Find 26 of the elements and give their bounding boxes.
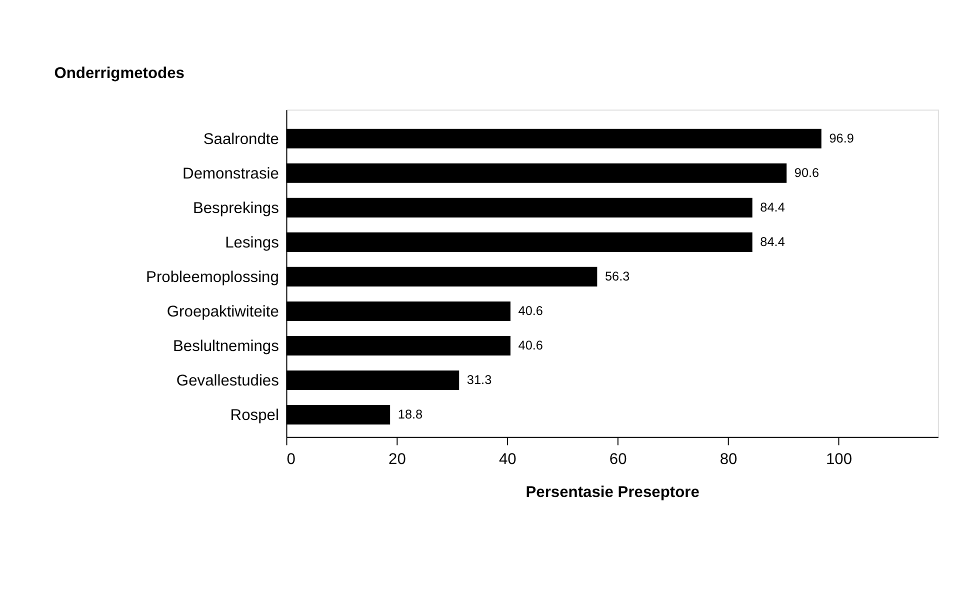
y-tick-label: Beslultnemings	[172, 338, 280, 356]
data-label: 56.3	[604, 270, 630, 284]
data-label: 96.9	[829, 132, 854, 146]
y-tick-label: Besprekings	[192, 200, 280, 218]
data-label: 84.4	[760, 200, 785, 215]
x-tick-label: 100	[826, 450, 852, 468]
y-tick-label: Rospel	[230, 407, 279, 424]
x-tick-label: 40	[498, 450, 517, 468]
data-label: 31.3	[466, 373, 492, 388]
data-label: 40.6	[518, 304, 543, 318]
data-label: 40.6	[518, 338, 543, 353]
data-label: 18.8	[398, 408, 423, 422]
y-tick-label: Gevallestudies	[176, 372, 280, 390]
data-label: 84.4	[760, 235, 785, 250]
y-tick-label: Groepaktiwiteite	[166, 304, 279, 321]
y-axis-title: Onderrigmetodes	[54, 64, 185, 82]
x-tick-label: 80	[720, 450, 738, 468]
x-tick-label: 20	[388, 450, 406, 468]
y-tick-label: Lesings	[225, 234, 280, 252]
y-tick-label: Probleemoplossing	[146, 269, 279, 286]
x-axis-title: Persentasie Preseptore	[526, 484, 700, 501]
y-tick-label: Demonstrasie	[182, 166, 279, 183]
x-tick-label: 60	[609, 450, 628, 468]
y-tick-label: Saalrondte	[203, 131, 279, 148]
x-tick-label: 0	[286, 450, 296, 468]
data-label: 90.6	[794, 166, 820, 180]
